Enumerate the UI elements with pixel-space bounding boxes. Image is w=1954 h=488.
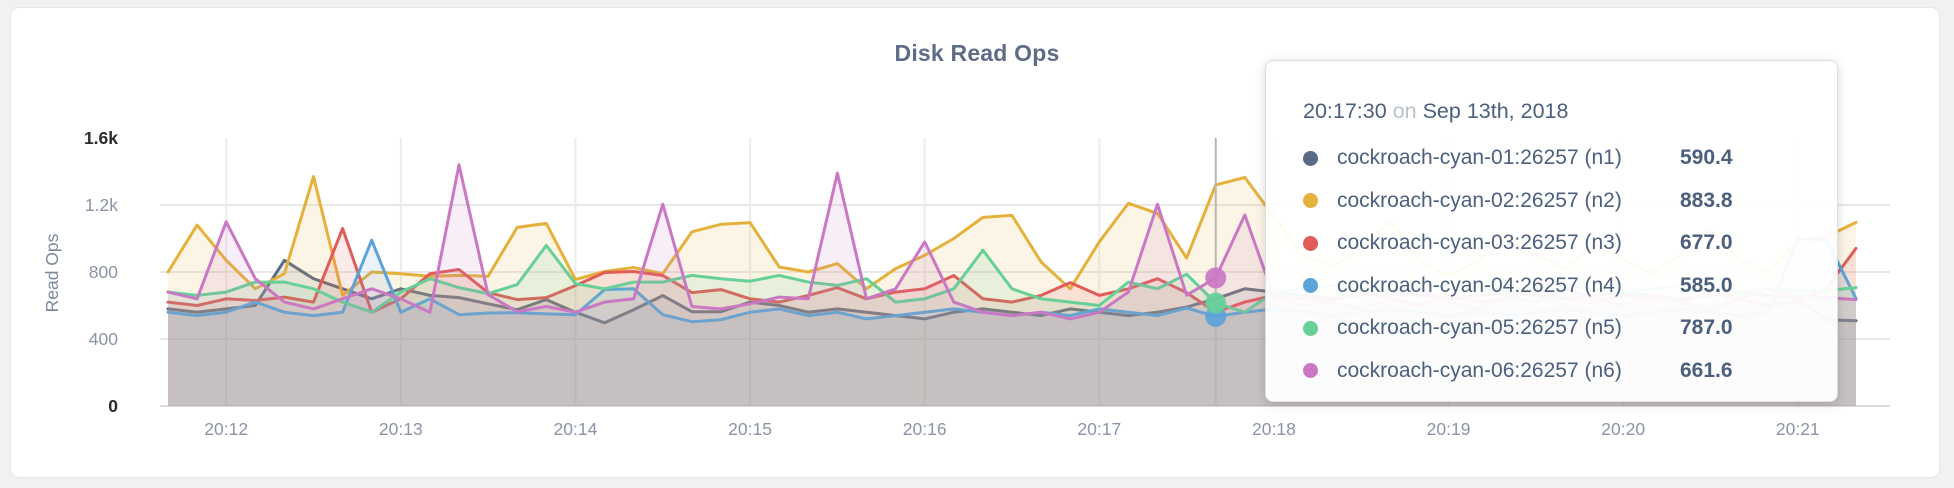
tooltip-row: cockroach-cyan-04:26257 (n4) 585.0 (1303, 265, 1807, 308)
x-tick-label: 20:15 (728, 419, 772, 439)
series-value: 677.0 (1680, 231, 1733, 255)
tooltip-row: cockroach-cyan-05:26257 (n5) 787.0 (1303, 307, 1807, 350)
series-dot-n3 (1303, 235, 1318, 251)
series-dot-n4 (1303, 278, 1318, 294)
series-value: 590.4 (1680, 146, 1733, 170)
hover-dot-n6 (1205, 267, 1227, 289)
x-tick-label: 20:19 (1426, 419, 1471, 439)
y-tick-label: 1.6k (83, 128, 118, 148)
tooltip-title: 20:17:30 on Sep 13th, 2018 (1303, 99, 1807, 124)
series-value: 883.8 (1680, 188, 1733, 212)
x-tick-label: 20:20 (1601, 419, 1646, 439)
series-dot-n5 (1303, 320, 1318, 336)
hover-dot-n5 (1205, 292, 1227, 314)
chart-title: Disk Read Ops (894, 40, 1060, 66)
series-value: 585.0 (1680, 273, 1733, 297)
series-dot-n2 (1303, 193, 1318, 209)
hover-tooltip: 20:17:30 on Sep 13th, 2018 cockroach-cya… (1265, 60, 1838, 402)
series-label: cockroach-cyan-04:26257 (n4) (1337, 273, 1622, 297)
tooltip-row: cockroach-cyan-02:26257 (n2) 883.8 (1303, 180, 1807, 223)
tooltip-time: 20:17:30 (1303, 99, 1387, 123)
series-value: 787.0 (1680, 316, 1733, 340)
y-tick-label: 0 (108, 396, 118, 416)
series-label: cockroach-cyan-03:26257 (n3) (1337, 231, 1622, 255)
y-tick-label: 800 (88, 262, 118, 282)
x-tick-label: 20:13 (378, 419, 423, 439)
tooltip-date: Sep 13th, 2018 (1422, 99, 1569, 123)
x-tick-label: 20:17 (1077, 419, 1122, 439)
tooltip-row: cockroach-cyan-01:26257 (n1) 590.4 (1303, 137, 1807, 180)
x-tick-label: 20:18 (1252, 419, 1296, 439)
y-tick-label: 1.2k (84, 195, 118, 215)
x-tick-label: 20:21 (1775, 419, 1820, 439)
series-label: cockroach-cyan-02:26257 (n2) (1337, 188, 1622, 212)
series-label: cockroach-cyan-05:26257 (n5) (1337, 316, 1622, 340)
tooltip-row: cockroach-cyan-03:26257 (n3) 677.0 (1303, 222, 1807, 265)
x-tick-label: 20:16 (902, 419, 947, 439)
series-dot-n1 (1303, 150, 1318, 166)
series-dot-n6 (1303, 363, 1318, 379)
series-value: 661.6 (1680, 358, 1733, 382)
series-label: cockroach-cyan-06:26257 (n6) (1337, 358, 1622, 382)
tooltip-conjunction: on (1392, 99, 1417, 123)
x-tick-label: 20:12 (204, 419, 249, 439)
x-tick-label: 20:14 (553, 419, 598, 439)
series-label: cockroach-cyan-01:26257 (n1) (1337, 146, 1622, 170)
y-tick-label: 400 (88, 329, 118, 349)
tooltip-row: cockroach-cyan-06:26257 (n6) 661.6 (1303, 350, 1807, 393)
